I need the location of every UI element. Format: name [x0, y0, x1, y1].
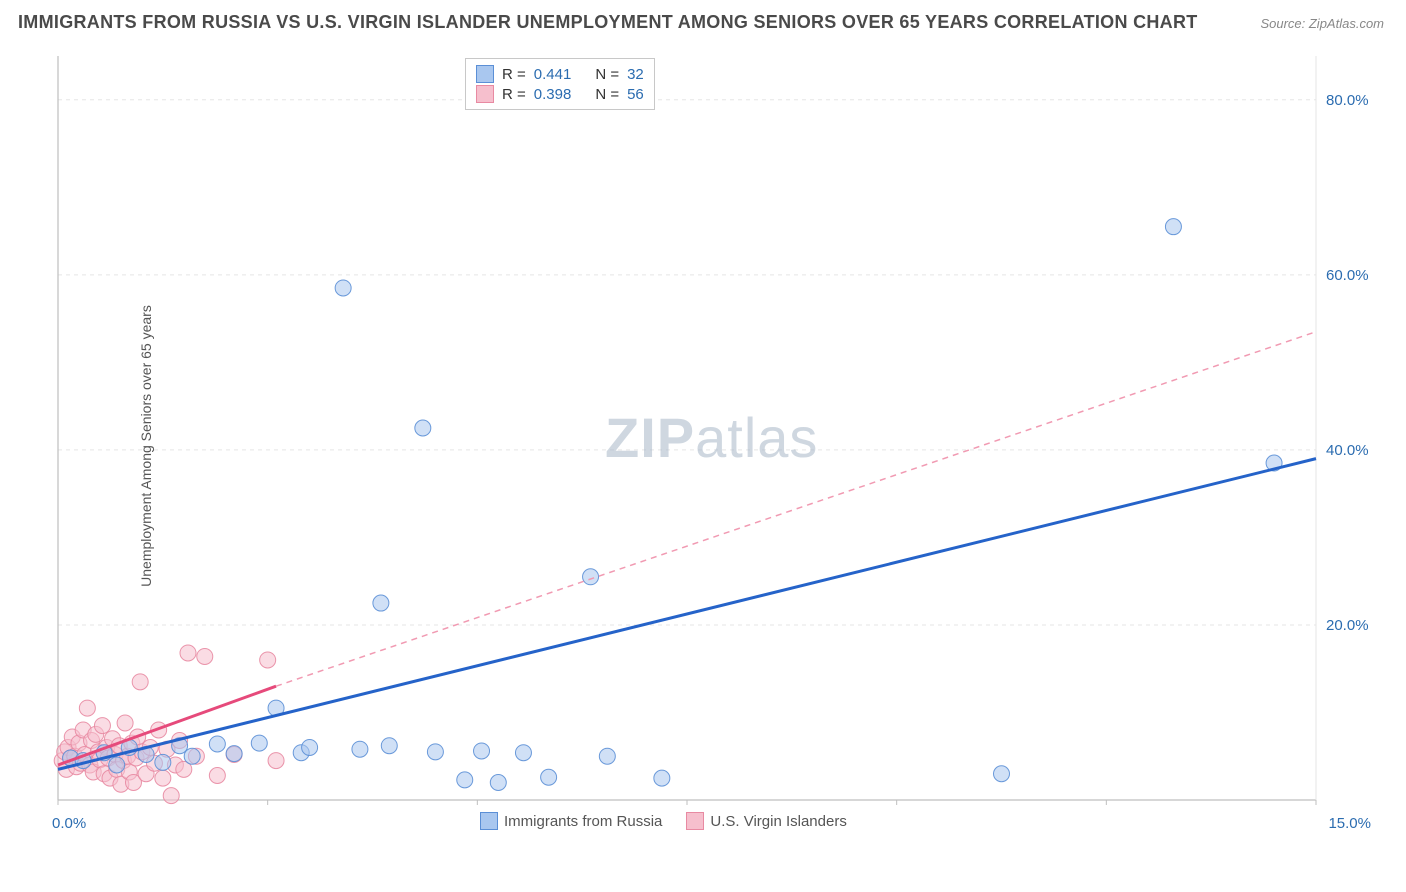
stat-n-label: N = [595, 66, 619, 83]
svg-text:40.0%: 40.0% [1326, 442, 1369, 459]
series-legend-item: Immigrants from Russia [480, 812, 662, 830]
legend-swatch [686, 812, 704, 830]
svg-text:15.0%: 15.0% [1328, 815, 1371, 832]
series-legend: Immigrants from Russia U.S. Virgin Islan… [480, 812, 847, 830]
legend-stats-box: R = 0.441 N = 32 R = 0.398 N = 56 [465, 58, 655, 110]
stat-r-label: R = [502, 86, 526, 103]
legend-stats-row: R = 0.398 N = 56 [476, 85, 644, 103]
scatter-chart-svg: 20.0% 40.0% 60.0% 80.0% 0.0% 15.0% [50, 50, 1386, 840]
stat-n-value: 56 [627, 86, 644, 103]
plot-area: 20.0%40.0%60.0%80.0%0.0%15.0% ZIPatlas R… [50, 50, 1386, 840]
stat-n-label: N = [595, 86, 619, 103]
chart-title: IMMIGRANTS FROM RUSSIA VS U.S. VIRGIN IS… [18, 12, 1198, 33]
stat-r-value: 0.398 [534, 86, 572, 103]
legend-swatch [480, 812, 498, 830]
svg-text:60.0%: 60.0% [1326, 267, 1369, 284]
series-legend-label: U.S. Virgin Islanders [710, 813, 846, 830]
stat-n-value: 32 [627, 66, 644, 83]
svg-text:0.0%: 0.0% [52, 815, 86, 832]
source-attribution: Source: ZipAtlas.com [1260, 16, 1384, 31]
series-legend-item: U.S. Virgin Islanders [686, 812, 846, 830]
chart-container: IMMIGRANTS FROM RUSSIA VS U.S. VIRGIN IS… [0, 0, 1406, 892]
svg-text:80.0%: 80.0% [1326, 92, 1369, 109]
stat-r-label: R = [502, 66, 526, 83]
series-legend-label: Immigrants from Russia [504, 813, 662, 830]
legend-swatch [476, 85, 494, 103]
legend-stats-row: R = 0.441 N = 32 [476, 65, 644, 83]
stat-r-value: 0.441 [534, 66, 572, 83]
legend-swatch [476, 65, 494, 83]
svg-text:20.0%: 20.0% [1326, 617, 1369, 634]
